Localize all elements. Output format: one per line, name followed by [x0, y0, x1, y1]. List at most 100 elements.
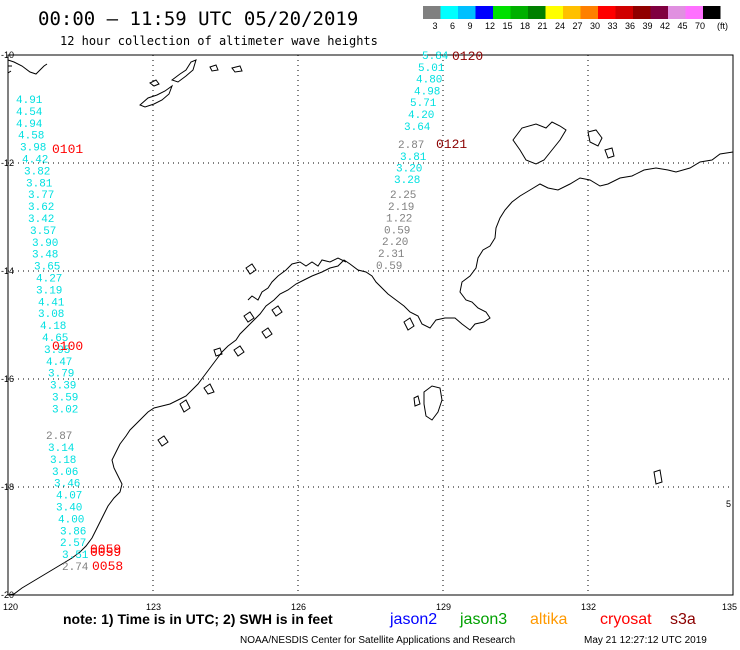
- right-edge-tick: 5: [726, 499, 731, 509]
- legend-label: 9: [468, 21, 473, 31]
- wave-height-label: 2.87: [398, 140, 424, 152]
- wave-height-label: 5.01: [418, 63, 445, 75]
- wave-height-label: 0.59: [376, 261, 402, 273]
- legend-swatch: [580, 6, 598, 19]
- pass-time-label: 0059: [90, 545, 121, 560]
- legend-label: 42: [660, 21, 670, 31]
- sat-jason3: jason3: [459, 611, 507, 628]
- legend-swatch: [545, 6, 563, 19]
- legend-swatch: [528, 6, 546, 19]
- map-frame: [7, 54, 734, 596]
- legend-label: 30: [590, 21, 600, 31]
- wave-height-label: 3.08: [38, 309, 64, 321]
- legend-label: 21: [538, 21, 548, 31]
- wave-height-label: 3.40: [56, 503, 82, 515]
- legend-label: 33: [608, 21, 618, 31]
- legend-swatch: [615, 6, 633, 19]
- legend-label: 45: [678, 21, 688, 31]
- y-axis-ticks: -10 -12 -14 -16 -18 -20: [1, 50, 14, 600]
- wave-height-label: 3.06: [52, 467, 78, 479]
- coast-kimberley-islands-1: [243, 311, 255, 323]
- pass-time-label: 0058: [92, 559, 123, 574]
- wave-height-label: 4.91: [16, 95, 43, 107]
- legend-swatch: [510, 6, 528, 19]
- wave-height-label: 4.00: [58, 514, 84, 526]
- legend-swatch: [685, 6, 703, 19]
- coast-small-bit: [403, 317, 415, 331]
- legend-swatch: [423, 6, 441, 19]
- map-subtitle: 12 hour collection of altimeter wave hei…: [60, 34, 378, 48]
- legend-label: 36: [625, 21, 635, 31]
- wave-height-label: 2.19: [388, 202, 414, 214]
- coast-kimberley-islands-8: [213, 347, 223, 357]
- legend-label: 70: [695, 21, 705, 31]
- legend-label: 27: [573, 21, 583, 31]
- legend-swatch: [493, 6, 511, 19]
- coast-island-small-3: [231, 65, 243, 73]
- footer-timestamp: May 21 12:27:12 UTC 2019: [584, 635, 707, 646]
- sat-jason2: jason2: [389, 611, 437, 628]
- wave-height-label: 3.95: [44, 345, 70, 357]
- coast-australia-mainland: [7, 151, 734, 596]
- satellite-legend: jason2 jason3 altika cryosat s3a: [389, 611, 696, 628]
- wave-height-label: 3.90: [32, 238, 58, 250]
- legend-swatch: [633, 6, 651, 19]
- wave-height-label: 3.77: [28, 190, 54, 202]
- wave-height-label: 4.07: [56, 491, 82, 503]
- wave-height-label: 3.98: [20, 143, 46, 155]
- wave-height-label: 3.39: [50, 381, 76, 393]
- wave-height-tracks: 4.914.544.944.583.984.423.823.813.773.62…: [16, 51, 449, 574]
- coast-kimberley-islands-7: [157, 435, 169, 447]
- coast-timor-fragment: [7, 59, 48, 75]
- coast-gulf-island-1: [423, 385, 443, 421]
- sat-cryosat: cryosat: [600, 611, 652, 628]
- coast-kimberley-islands-9: [271, 305, 283, 317]
- wave-height-label: 3.19: [36, 285, 62, 297]
- wave-height-label: 3.14: [48, 443, 75, 455]
- coast-island-small-2: [209, 64, 219, 72]
- footer-credit: NOAA/NESDIS Center for Satellite Applica…: [240, 635, 515, 646]
- legend-label: 18: [520, 21, 530, 31]
- legend-unit: (ft): [717, 21, 728, 31]
- x-tick-126: 126: [291, 602, 306, 612]
- wave-height-label: 3.81: [26, 178, 53, 190]
- wave-height-label: 4.94: [16, 119, 43, 131]
- grid-lines: [8, 55, 733, 595]
- wave-height-label: 3.28: [394, 175, 420, 187]
- y-tick-10: -10: [1, 50, 14, 60]
- wave-height-label: 4.58: [18, 131, 44, 143]
- wave-height-label: 4.42: [22, 155, 48, 167]
- wave-height-label: 2.25: [390, 190, 416, 202]
- wave-height-label: 2.31: [378, 249, 405, 261]
- wave-height-label: 4.47: [46, 357, 72, 369]
- legend-swatch: [650, 6, 668, 19]
- coast-gulf-island-2: [413, 395, 421, 407]
- coast-island-tanimbar: [170, 59, 197, 83]
- wave-height-label: 2.87: [46, 431, 72, 443]
- pass-time-label: 0120: [452, 49, 483, 64]
- wave-height-label: 2.57: [60, 538, 86, 550]
- coast-far-right-island: [653, 469, 663, 485]
- coast-tiwi-small: [587, 129, 603, 147]
- y-tick-20: -20: [1, 590, 14, 600]
- legend-swatch: [440, 6, 458, 19]
- legend-swatch: [475, 6, 493, 19]
- x-tick-132: 132: [581, 602, 596, 612]
- legend-swatch: [563, 6, 581, 19]
- wave-height-label: 0.59: [384, 225, 410, 237]
- wave-height-label: 4.65: [42, 333, 68, 345]
- y-tick-12: -12: [1, 158, 14, 168]
- color-legend: 3 6 9 12 15 18 21 24 27 30 33 36 39 42 45 70: [423, 6, 721, 31]
- legend-swatch: [598, 6, 616, 19]
- wave-height-label: 4.98: [414, 86, 440, 98]
- wave-height-label: 3.20: [396, 164, 422, 176]
- coast-tiwi-small-2: [604, 147, 615, 159]
- pass-time-label: 0101: [52, 142, 83, 157]
- x-tick-129: 129: [436, 602, 451, 612]
- coastlines: [7, 59, 734, 596]
- wave-height-label: 3.48: [32, 250, 58, 262]
- pass-time-label: 0100: [52, 339, 83, 354]
- x-tick-123: 123: [146, 602, 161, 612]
- x-tick-120: 120: [3, 602, 18, 612]
